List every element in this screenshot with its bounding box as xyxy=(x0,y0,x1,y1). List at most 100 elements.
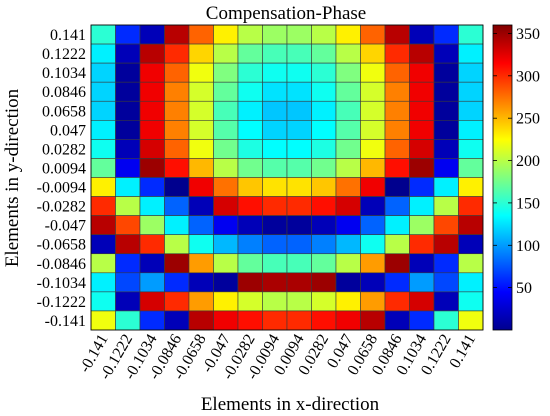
heatmap-cell xyxy=(311,100,337,121)
heatmap-cell xyxy=(237,100,263,121)
y-tick-label: 0.0094 xyxy=(42,161,86,178)
heatmap-cell xyxy=(433,310,459,331)
heatmap-cell xyxy=(237,158,263,178)
heatmap-cell xyxy=(237,139,263,159)
heatmap-cell xyxy=(188,177,214,197)
heatmap-cell xyxy=(360,81,386,102)
y-tick-label: -0.0658 xyxy=(37,237,86,254)
heatmap-cell xyxy=(164,24,190,45)
heatmap-cell xyxy=(237,310,263,331)
heatmap-cell xyxy=(115,43,141,64)
heatmap-cell xyxy=(360,100,386,121)
heatmap-cell xyxy=(213,158,239,178)
heatmap-cell xyxy=(237,253,263,274)
colorbar-tick-label: 150 xyxy=(516,195,540,212)
heatmap-cell xyxy=(188,158,214,178)
heatmap-cell xyxy=(384,120,410,140)
heatmap-cell xyxy=(409,196,435,216)
heatmap-cell xyxy=(384,158,410,178)
heatmap-cell xyxy=(409,120,435,140)
heatmap-cell xyxy=(188,24,214,45)
heatmap-cell xyxy=(115,177,141,197)
heatmap-cell xyxy=(335,24,361,45)
heatmap-cell xyxy=(188,215,214,235)
heatmap-cell xyxy=(237,62,263,83)
heatmap-cell xyxy=(262,253,288,274)
heatmap-cell xyxy=(237,177,263,197)
heatmap-cell xyxy=(90,253,116,274)
heatmap-cell xyxy=(335,81,361,102)
heatmap-cell xyxy=(286,43,312,64)
heatmap-cell xyxy=(311,272,337,293)
heatmap-cell xyxy=(164,272,190,293)
x-tick-label: 0.141 xyxy=(447,332,480,372)
heatmap-cell xyxy=(213,120,239,140)
heatmap-cell xyxy=(409,310,435,331)
heatmap-cell xyxy=(115,310,141,331)
heatmap-cell xyxy=(262,234,288,255)
heatmap-cell xyxy=(286,139,312,159)
heatmap-cell xyxy=(262,62,288,83)
heatmap-cell xyxy=(262,24,288,45)
heatmap-cell xyxy=(90,234,116,255)
heatmap-cell xyxy=(458,139,484,159)
heatmap-cell xyxy=(90,177,116,197)
heatmap-cell xyxy=(384,253,410,274)
heatmap-cell xyxy=(115,62,141,83)
heatmap-cell xyxy=(458,196,484,216)
heatmap-cell xyxy=(139,253,165,274)
heatmap-cell xyxy=(360,62,386,83)
heatmap-cell xyxy=(139,272,165,293)
heatmap-cell xyxy=(90,272,116,293)
heatmap-cell xyxy=(262,215,288,235)
heatmap-cell xyxy=(286,272,312,293)
heatmap-cell xyxy=(384,291,410,312)
y-tick-label: -0.1034 xyxy=(37,275,86,292)
heatmap-cell xyxy=(458,24,484,45)
y-tick-label: 0.1034 xyxy=(42,65,86,82)
heatmap-cell xyxy=(458,310,484,331)
colorbar-tick-label: 300 xyxy=(516,68,540,85)
heatmap-cell xyxy=(335,158,361,178)
heatmap-cell xyxy=(311,196,337,216)
heatmap-cell xyxy=(213,62,239,83)
y-tick-label: 0.0846 xyxy=(42,84,86,101)
heatmap-cell xyxy=(360,177,386,197)
heatmap-cell xyxy=(90,120,116,140)
heatmap-cell xyxy=(188,234,214,255)
heatmap-cell xyxy=(409,291,435,312)
heatmap-cell xyxy=(164,310,190,331)
heatmap-cell xyxy=(433,62,459,83)
colorbar-tick-label: 200 xyxy=(516,153,540,170)
heatmap-cell xyxy=(164,158,190,178)
heatmap-cell xyxy=(286,62,312,83)
heatmap-cell xyxy=(458,43,484,64)
heatmap-cell xyxy=(458,120,484,140)
heatmap-cell xyxy=(409,139,435,159)
heatmap-cell xyxy=(384,272,410,293)
heatmap-cell xyxy=(335,215,361,235)
heatmap-cell xyxy=(115,81,141,102)
heatmap-cell xyxy=(286,177,312,197)
heatmap-cell xyxy=(335,291,361,312)
heatmap-cell xyxy=(213,100,239,121)
heatmap-cell xyxy=(433,177,459,197)
heatmap-cell xyxy=(164,139,190,159)
colorbar xyxy=(492,24,513,331)
heatmap-cell xyxy=(115,120,141,140)
heatmap-cell xyxy=(188,100,214,121)
colorbar-tick-label: 100 xyxy=(516,238,540,255)
heatmap-cell xyxy=(335,62,361,83)
heatmap-cell xyxy=(139,158,165,178)
heatmap-cell xyxy=(286,310,312,331)
heatmap-cell xyxy=(286,291,312,312)
heatmap-cell xyxy=(409,62,435,83)
heatmap-cell xyxy=(115,24,141,45)
colorbar-tick-label: 350 xyxy=(516,26,540,43)
heatmap-cell xyxy=(433,234,459,255)
heatmap-cell xyxy=(90,43,116,64)
heatmap-cell xyxy=(115,253,141,274)
chart-title: Compensation-Phase xyxy=(206,3,366,24)
heatmap-cell xyxy=(262,196,288,216)
heatmap-cell xyxy=(360,43,386,64)
